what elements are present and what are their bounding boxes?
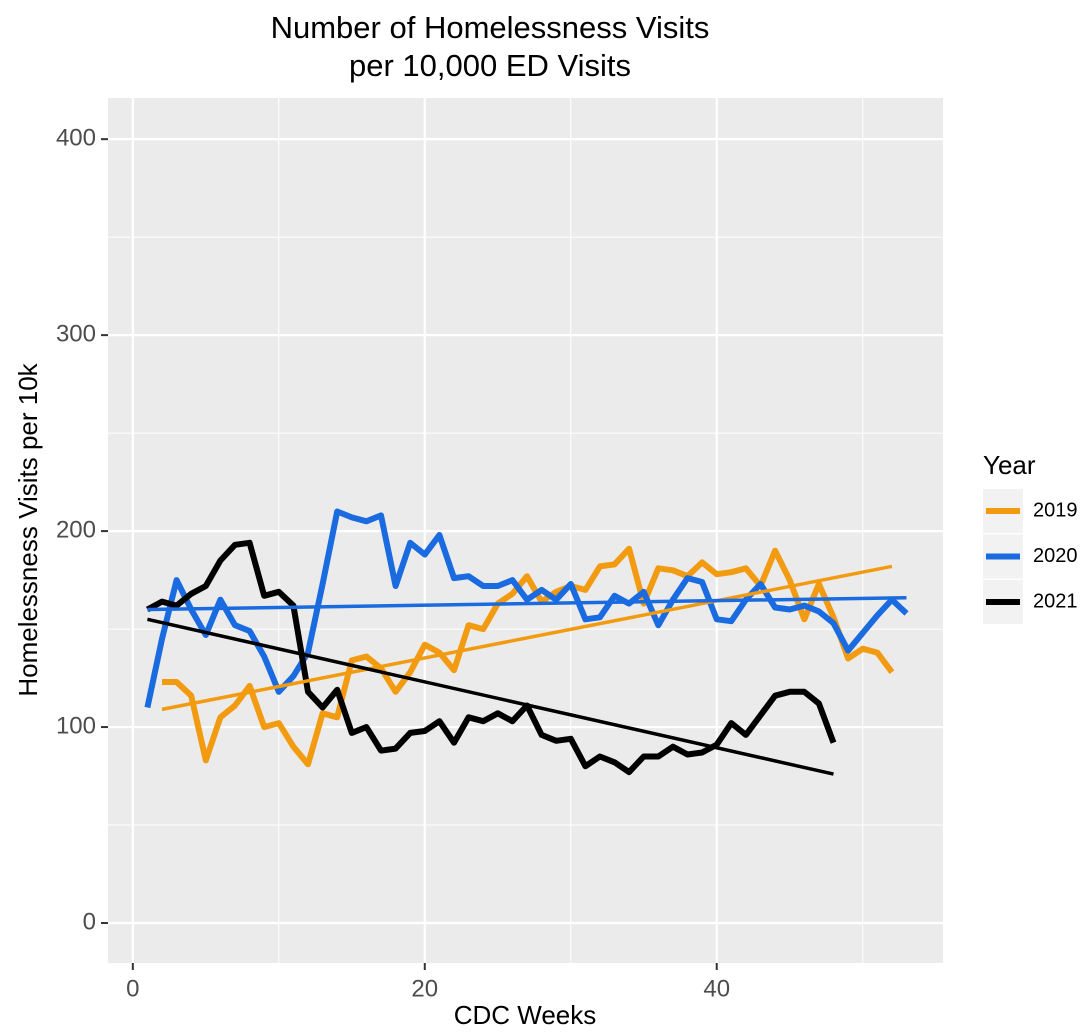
x-tick-label: 20 xyxy=(411,975,438,1002)
trend-line xyxy=(147,617,834,776)
x-tick-label: 0 xyxy=(126,975,139,1002)
series-line xyxy=(144,508,909,709)
chart-title: Number of Homelessness Visits xyxy=(271,10,710,45)
chart-title: per 10,000 ED Visits xyxy=(349,48,631,83)
legend-label: 2019 xyxy=(1033,499,1078,521)
x-axis-label: CDC Weeks xyxy=(454,1000,597,1030)
legend-label: 2021 xyxy=(1033,590,1078,612)
series-line xyxy=(145,539,837,776)
legend-label: 2020 xyxy=(1033,545,1078,567)
y-tick-label: 0 xyxy=(83,908,96,935)
plot-area xyxy=(144,508,909,776)
y-axis-label: Homelessness Visits per 10k xyxy=(13,362,43,696)
trend-line xyxy=(147,595,907,612)
series-line xyxy=(162,545,895,768)
trend-line xyxy=(161,564,893,712)
legend-title: Year xyxy=(983,450,1036,480)
y-tick-label: 400 xyxy=(56,124,96,151)
y-tick-label: 100 xyxy=(56,712,96,739)
y-tick-label: 300 xyxy=(56,320,96,347)
y-tick-label: 200 xyxy=(56,516,96,543)
x-tick-label: 40 xyxy=(703,975,730,1002)
